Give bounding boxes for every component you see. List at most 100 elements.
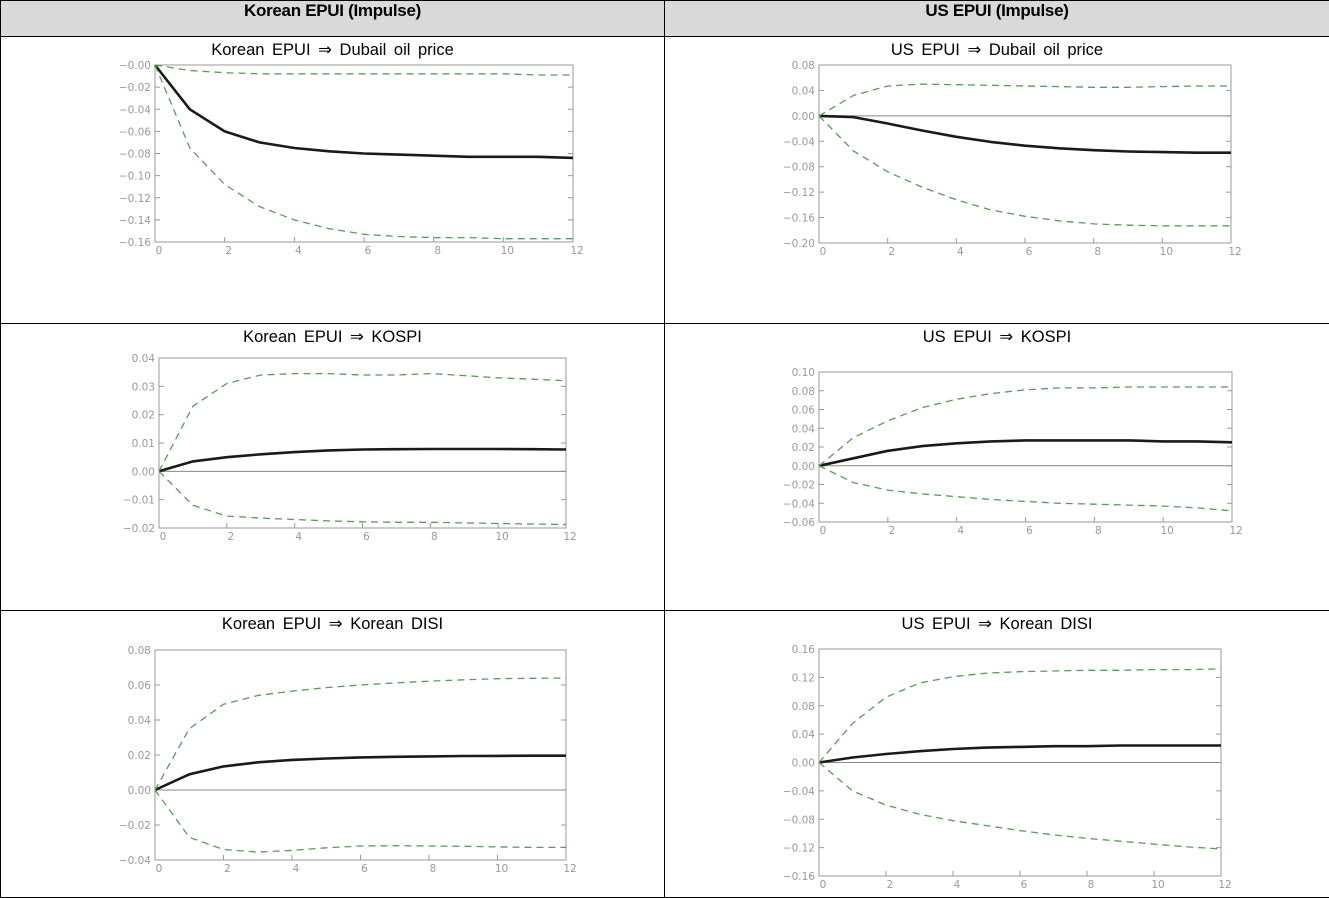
x-tick-label: 4 (954, 879, 961, 891)
x-tick-label: 2 (227, 531, 234, 543)
y-tick-label: 0.00 (792, 461, 815, 473)
x-tick-label: 6 (365, 245, 372, 257)
y-tick-label: 0.00 (792, 111, 815, 123)
x-tick-label: 10 (495, 863, 508, 875)
panel-korean-epui-oil: Korean EPUI ⇒ Dubail oil price −0.16−0.1… (1, 37, 665, 324)
confidence-band-upper (819, 669, 1221, 763)
impulse-response-line (155, 756, 566, 790)
y-tick-label: 0.02 (132, 410, 155, 422)
x-tick-label: 10 (501, 245, 514, 257)
y-tick-label: −0.04 (783, 786, 815, 798)
x-tick-label: 12 (570, 245, 583, 257)
x-tick-label: 6 (1026, 246, 1033, 258)
y-tick-label: 0.04 (128, 715, 152, 727)
y-tick-label: −0.12 (119, 193, 151, 205)
y-tick-label: 0.04 (132, 353, 156, 365)
y-tick-label: −0.12 (783, 187, 815, 199)
x-tick-label: 8 (434, 245, 441, 257)
y-tick-label: 0.01 (132, 438, 155, 450)
y-tick-label: 0.00 (128, 785, 151, 797)
x-tick-label: 12 (563, 863, 576, 875)
y-tick-label: 0.12 (792, 672, 815, 684)
x-tick-label: 0 (820, 525, 827, 537)
x-tick-label: 4 (957, 246, 964, 258)
irf-chart-us-epui-kospi: −0.06−0.04−0.020.000.020.040.060.080.100… (665, 324, 1329, 610)
x-tick-label: 2 (887, 879, 894, 891)
y-tick-label: −0.06 (783, 517, 815, 529)
impulse-response-line (819, 440, 1232, 465)
y-tick-label: −0.04 (119, 855, 151, 867)
header-korean-epui: Korean EPUI (Impulse) (1, 1, 665, 37)
y-tick-label: −0.20 (783, 238, 815, 250)
y-tick-label: −0.00 (119, 60, 151, 72)
panel-us-epui-oil: US EPUI ⇒ Dubail oil price −0.20−0.16−0.… (665, 37, 1329, 324)
y-tick-label: 0.04 (792, 85, 816, 97)
confidence-band-upper (155, 678, 566, 790)
y-tick-label: −0.08 (783, 162, 815, 174)
impulse-response-line (155, 65, 573, 158)
x-tick-label: 12 (1229, 525, 1242, 537)
impulse-response-line (819, 116, 1231, 153)
header-us-epui: US EPUI (Impulse) (665, 1, 1329, 37)
confidence-band-upper (159, 374, 566, 472)
x-tick-label: 8 (431, 531, 438, 543)
y-tick-label: −0.04 (783, 498, 815, 510)
confidence-band-lower (819, 763, 1221, 850)
y-tick-label: −0.08 (783, 814, 815, 826)
y-tick-label: −0.02 (783, 480, 815, 492)
x-tick-label: 6 (1021, 879, 1028, 891)
irf-chart-korean-epui-oil: −0.16−0.14−0.12−0.10−0.08−0.06−0.04−0.02… (1, 37, 665, 323)
x-tick-label: 6 (363, 531, 370, 543)
y-tick-label: 0.08 (792, 60, 815, 72)
x-tick-label: 0 (156, 245, 163, 257)
x-tick-label: 2 (888, 525, 895, 537)
x-tick-label: 4 (295, 245, 302, 257)
y-tick-label: −0.12 (783, 843, 815, 855)
confidence-band-upper (819, 387, 1232, 466)
x-tick-label: 2 (224, 863, 231, 875)
y-tick-label: −0.08 (119, 149, 151, 161)
plot-frame (819, 372, 1232, 522)
x-tick-label: 12 (1218, 879, 1231, 891)
y-tick-label: −0.16 (783, 213, 815, 225)
x-tick-label: 8 (1088, 879, 1095, 891)
confidence-band-lower (155, 65, 573, 239)
y-tick-label: 0.08 (792, 701, 815, 713)
impulse-response-line (159, 449, 566, 471)
confidence-band-lower (155, 790, 566, 852)
x-tick-label: 2 (225, 245, 232, 257)
x-tick-label: 10 (1151, 879, 1164, 891)
confidence-band-lower (159, 471, 566, 524)
x-tick-label: 6 (1026, 525, 1033, 537)
y-tick-label: 0.06 (128, 680, 152, 692)
confidence-band-lower (819, 466, 1232, 511)
confidence-band-upper (819, 84, 1231, 116)
panel-us-epui-disi: US EPUI ⇒ Korean DISI −0.16−0.12−0.08−0.… (665, 611, 1329, 898)
x-tick-label: 10 (495, 531, 508, 543)
x-tick-label: 0 (820, 246, 827, 258)
x-tick-label: 8 (1094, 246, 1101, 258)
impulse-response-line (819, 746, 1221, 763)
confidence-band-lower (819, 116, 1231, 226)
y-tick-label: 0.02 (792, 442, 815, 454)
x-tick-label: 0 (160, 531, 167, 543)
y-tick-label: −0.16 (119, 237, 151, 249)
y-tick-label: −0.01 (123, 495, 155, 507)
y-tick-label: 0.02 (128, 750, 151, 762)
y-tick-label: −0.14 (119, 215, 151, 227)
y-tick-label: −0.02 (123, 523, 155, 535)
x-tick-label: 4 (295, 531, 302, 543)
x-tick-label: 0 (820, 879, 827, 891)
y-tick-label: 0.00 (792, 758, 815, 770)
x-tick-label: 12 (563, 531, 576, 543)
y-tick-label: 0.04 (792, 729, 816, 741)
x-tick-label: 12 (1228, 246, 1241, 258)
x-tick-label: 0 (156, 863, 163, 875)
x-tick-label: 4 (957, 525, 964, 537)
y-tick-label: 0.03 (132, 381, 155, 393)
